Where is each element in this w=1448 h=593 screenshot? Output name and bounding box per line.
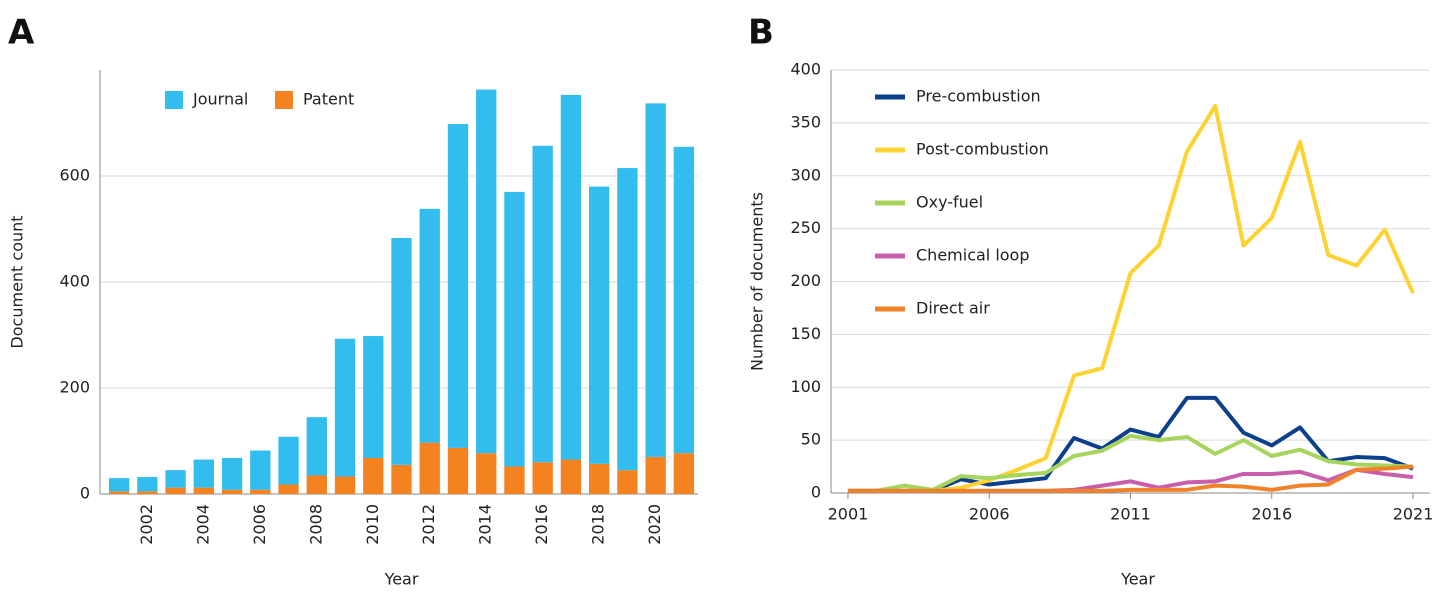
legend-swatch [275,91,293,109]
x-tick-label: 2008 [306,504,325,545]
bar [673,453,695,494]
x-tick-label: 2011 [1110,505,1151,524]
x-tick-label: 2002 [137,504,156,545]
x-tick-label: 2020 [645,504,664,545]
x-tick-label: 2010 [363,504,382,545]
y-tick-label: 250 [790,218,821,237]
bar [419,208,440,443]
bar [589,463,610,494]
x-axis-label: Year [384,570,419,589]
bar [334,476,356,494]
legend-label: Chemical loop [916,246,1030,265]
bar [447,124,469,448]
panel-label: B [748,13,774,53]
bar [363,457,384,494]
bar [334,338,356,477]
x-axis-label: Year [1120,570,1155,589]
bar [221,457,243,490]
y-tick-label: 200 [59,378,90,397]
bar [165,487,186,494]
y-tick-label: 50 [801,430,821,449]
panel-label: A [8,13,35,53]
legend-label: Direct air [916,299,990,318]
bar [306,417,327,476]
bar [363,336,384,458]
line [847,464,1414,493]
bar [645,103,666,457]
y-tick-label: 200 [790,271,821,290]
bar [391,238,412,465]
bar [560,94,582,460]
bar [617,168,638,471]
bar [306,475,327,494]
bar [193,459,214,488]
legend-label: Patent [303,90,354,109]
legend-label: Journal [192,90,248,109]
bar [108,491,130,494]
line [847,433,1414,493]
x-tick-label: 2004 [193,504,212,545]
y-tick-label: 150 [790,324,821,343]
y-tick-label: 350 [790,112,821,131]
bar [278,436,299,485]
bar [589,186,610,464]
bar [278,484,299,494]
y-tick-label: 300 [790,165,821,184]
bar [504,466,525,494]
bar [532,462,553,494]
legend-swatch [165,91,183,109]
x-tick-label: 2018 [589,504,608,545]
bar [673,146,695,454]
x-tick-label: 2006 [969,505,1010,524]
y-tick-label: 400 [790,60,821,79]
x-tick-label: 2014 [476,504,495,545]
bar [419,442,440,494]
legend-label: Post-combustion [916,140,1049,159]
legend-label: Pre-combustion [916,87,1041,106]
bar [532,145,553,463]
bar [250,450,271,490]
bar [645,456,666,494]
y-axis-label: Document count [8,215,27,348]
bar [137,477,158,492]
line [847,395,1414,493]
bar [447,447,469,494]
bar [391,464,412,494]
bar [617,470,638,494]
bar [476,453,497,494]
bar [165,470,186,488]
bar [221,489,243,494]
x-tick-label: 2012 [419,504,438,545]
x-tick-label: 2006 [250,504,269,545]
x-tick-label: 2016 [1251,505,1292,524]
y-tick-label: 0 [811,483,821,502]
legend-label: Oxy-fuel [916,193,983,212]
bar [108,478,130,492]
bar [137,491,158,494]
x-tick-label: 2021 [1393,505,1434,524]
y-tick-label: 100 [790,377,821,396]
x-tick-label: 2001 [828,505,869,524]
x-tick-label: 2016 [532,504,551,545]
bar [193,487,214,494]
y-tick-label: 400 [59,272,90,291]
bar [560,459,582,494]
bar [250,489,271,494]
bar [476,89,497,454]
y-axis-label: Number of documents [748,192,767,371]
bar [504,191,525,467]
y-tick-label: 600 [59,166,90,185]
y-tick-label: 0 [80,484,90,503]
